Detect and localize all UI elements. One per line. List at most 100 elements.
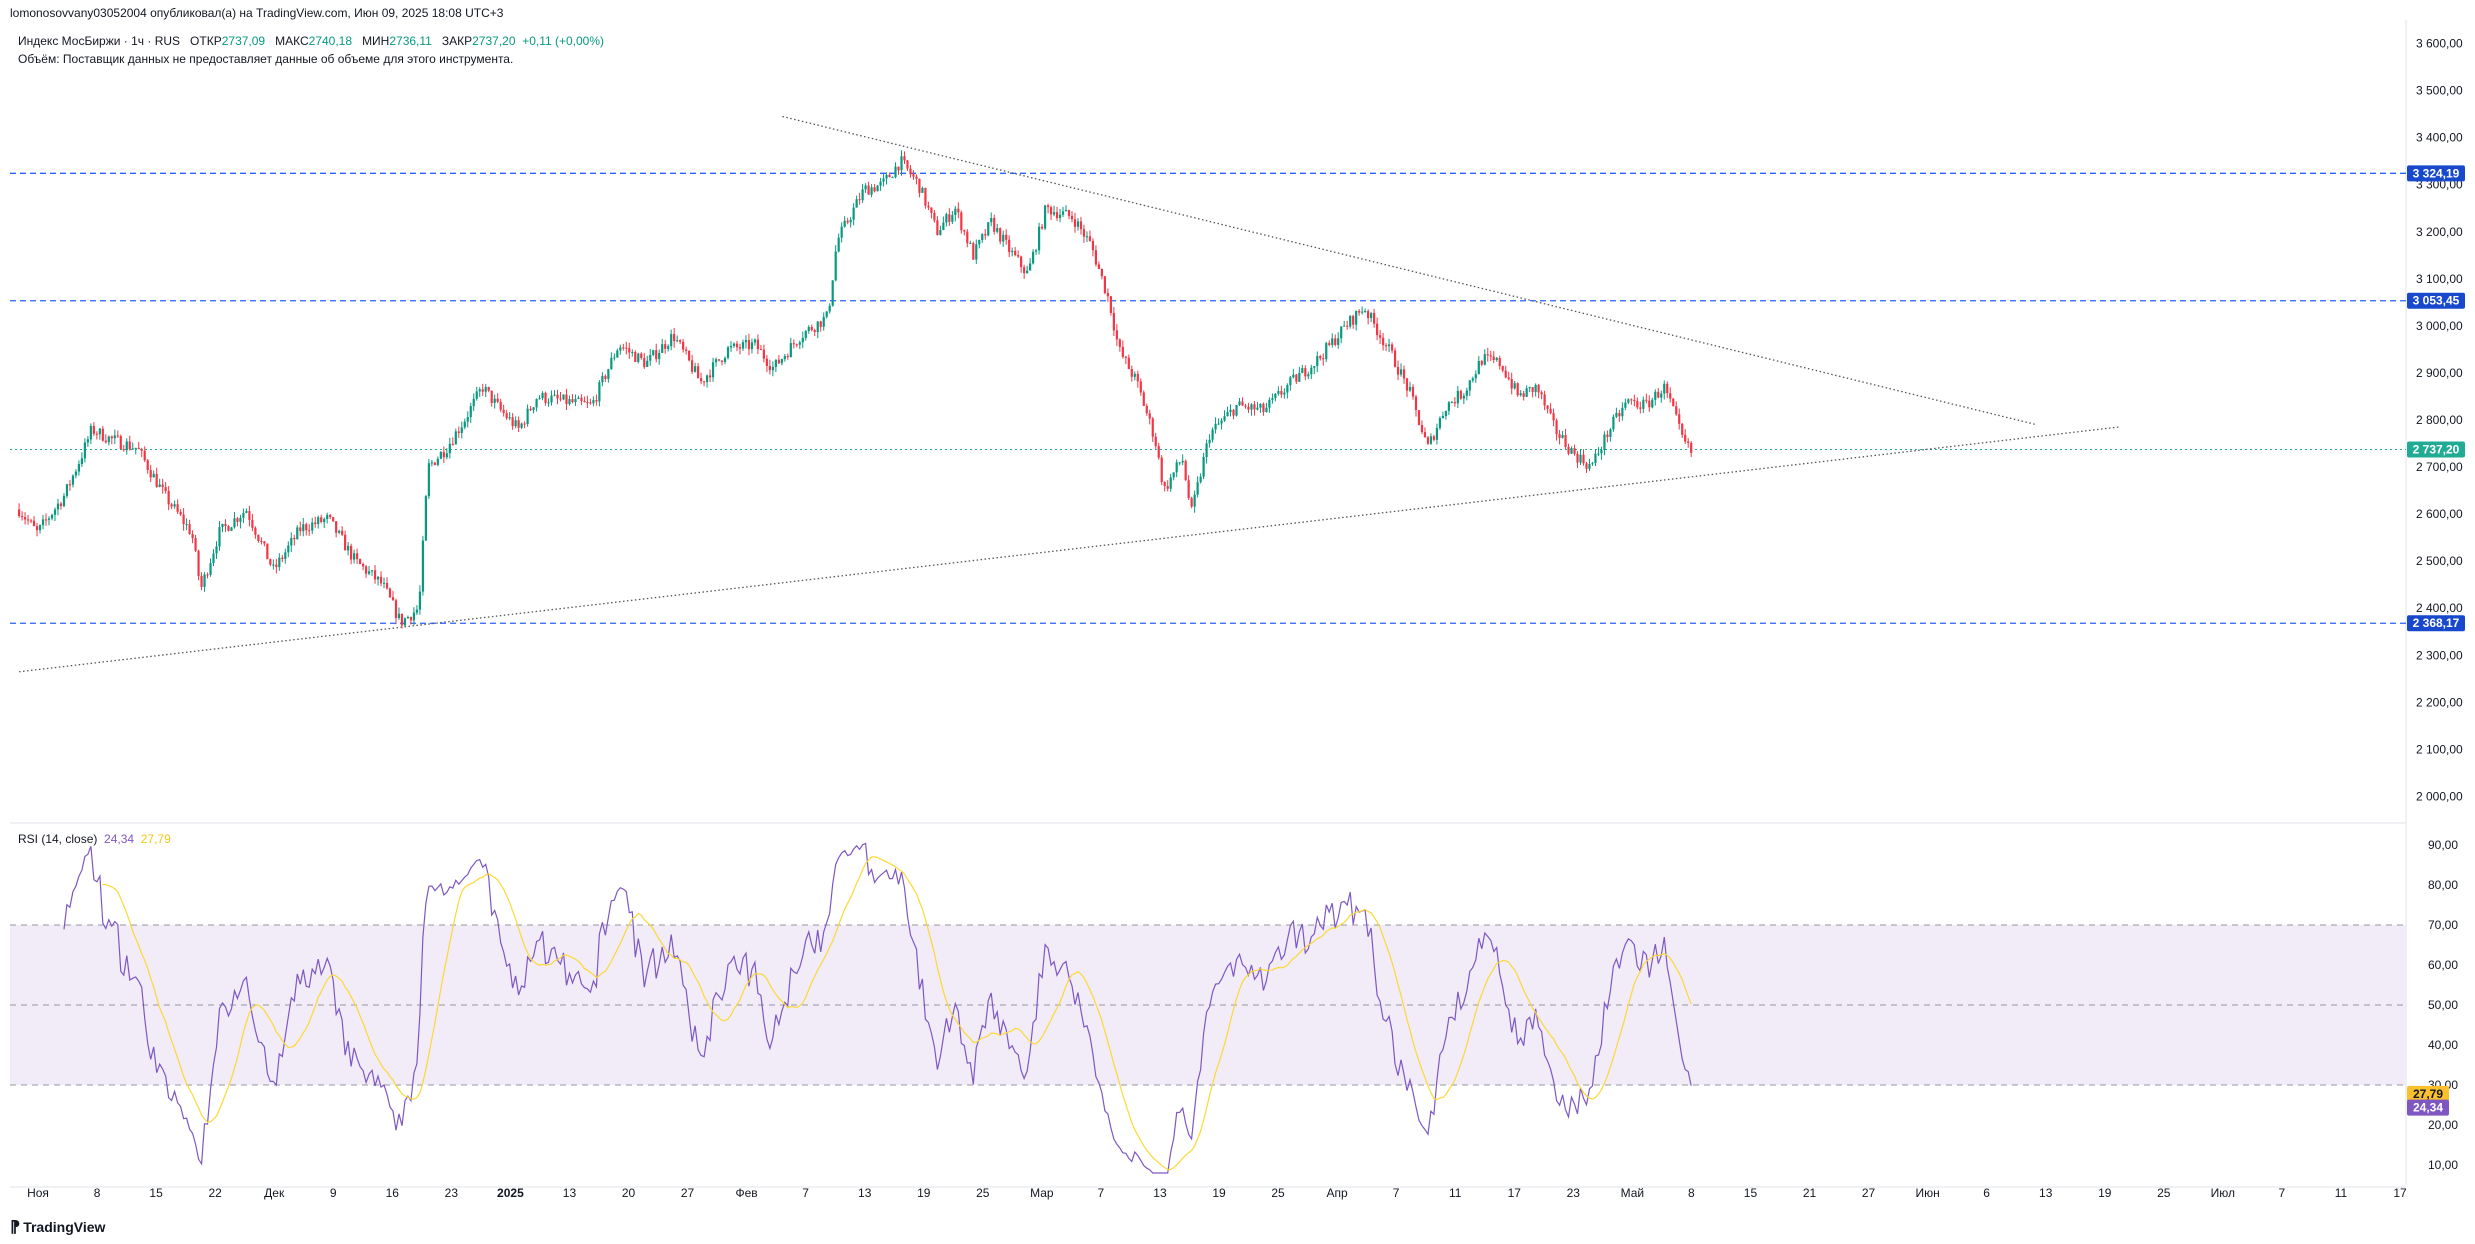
candle-body (1082, 229, 1086, 237)
candle-body (1498, 357, 1501, 367)
candle-body (1396, 366, 1400, 375)
tradingview-logo[interactable]: ⁋ TradingView (10, 1217, 105, 1237)
trendline[interactable] (19, 426, 2119, 673)
candle-body (1477, 361, 1480, 375)
candle-body (1504, 370, 1507, 378)
candle-body (1666, 383, 1669, 394)
candle-body (275, 564, 278, 568)
candle-body (1223, 416, 1226, 421)
candle-body (1301, 368, 1304, 373)
candle-body (520, 423, 523, 428)
candle-body (1573, 448, 1576, 454)
candle-body (125, 441, 128, 451)
candle-body (358, 559, 362, 565)
rsi-axis[interactable]: 10,0020,0030,0040,0050,0060,0070,0080,00… (2428, 838, 2458, 1172)
high-label: МАКС (275, 34, 309, 48)
candle-body (1522, 393, 1525, 397)
candle-body (1268, 399, 1271, 408)
candle-body (1253, 404, 1256, 410)
candle-body (574, 398, 577, 403)
candle-body (864, 185, 867, 190)
candle-body (1358, 310, 1361, 313)
candle-body (658, 352, 661, 360)
time-axis[interactable]: Ноя 8 15 22 Дек 9 16 23 2025 13 20 27 Фев 7 13 19 25 Мар 7… (27, 1186, 2407, 1200)
candle-body (1193, 494, 1196, 507)
candle-body (1525, 388, 1528, 397)
candle-body (993, 217, 996, 232)
candle-body (876, 185, 879, 192)
candle-body (158, 484, 161, 487)
candle-body (457, 431, 460, 433)
candle-body (765, 358, 768, 367)
candle-body (912, 174, 915, 177)
candle-body (1486, 354, 1489, 356)
high-value: 2740,18 (308, 34, 353, 48)
trendline[interactable] (782, 115, 2037, 426)
candle-body (1480, 361, 1483, 365)
candle-body (1283, 392, 1286, 395)
candle-body (1232, 409, 1235, 416)
candle-body (1235, 404, 1238, 416)
candle-body (179, 511, 182, 515)
candle-body (281, 557, 284, 559)
candle-body (248, 511, 251, 521)
candle-body (699, 378, 703, 382)
candle-body (466, 417, 469, 422)
candle-body (1426, 437, 1430, 444)
candle-body (236, 518, 239, 522)
candle-body (1002, 234, 1005, 242)
price-tick-label: 2 300,00 (2416, 648, 2463, 662)
main-legend: Индекс МосБиржи · 1ч · RUS ОТКР2737,09 М… (18, 34, 604, 48)
candle-body (1534, 384, 1537, 393)
candle-body (388, 588, 392, 598)
candle-body (834, 251, 837, 281)
candle-body (101, 428, 104, 441)
candle-body (640, 353, 643, 358)
time-tick-label: 27 (681, 1186, 695, 1200)
candle-body (1199, 476, 1202, 483)
price-tick-label: 2 000,00 (2416, 789, 2463, 803)
candle-body (164, 487, 167, 491)
candle-body (1373, 312, 1376, 324)
candle-body (682, 341, 685, 350)
candle-body (1094, 250, 1098, 265)
candle-body (831, 280, 834, 306)
candle-body (604, 375, 607, 379)
candle-body (1390, 344, 1394, 351)
candle-body (493, 398, 496, 403)
candle-body (694, 366, 697, 372)
candle-body (29, 520, 33, 522)
candle-body (1202, 457, 1205, 477)
time-tick-label: 11 (2335, 1186, 2348, 1200)
candle-body (664, 344, 667, 349)
rsi-ma-line (102, 856, 1692, 1171)
candle-body (1229, 409, 1232, 413)
candle-body (1160, 457, 1163, 483)
candle-body (556, 394, 559, 399)
candle-body (26, 519, 30, 521)
candle-body (1615, 412, 1618, 417)
candle-body (673, 334, 676, 342)
candle-body (421, 540, 425, 592)
candle-body (317, 517, 320, 525)
candle-body (607, 369, 610, 379)
candle-body (1639, 407, 1642, 409)
candle-body (906, 160, 909, 169)
candle-body (1217, 423, 1220, 425)
candle-body (206, 574, 209, 576)
candle-body (535, 399, 538, 408)
candle-body (1163, 482, 1166, 487)
candle-body (143, 450, 146, 461)
candle-body (580, 397, 583, 402)
candle-body (173, 504, 176, 507)
candle-body (1594, 453, 1597, 464)
candle-body (311, 522, 314, 531)
candle-body (131, 448, 134, 450)
candle-body (780, 359, 783, 364)
price-axis[interactable]: 2 000,00 2 100,00 2 200,00 2 300,00 2 400,00… (2416, 37, 2463, 804)
candle-body (813, 330, 816, 333)
candle-body (1346, 325, 1349, 327)
candle-body (729, 346, 733, 348)
candle-body (598, 382, 601, 402)
